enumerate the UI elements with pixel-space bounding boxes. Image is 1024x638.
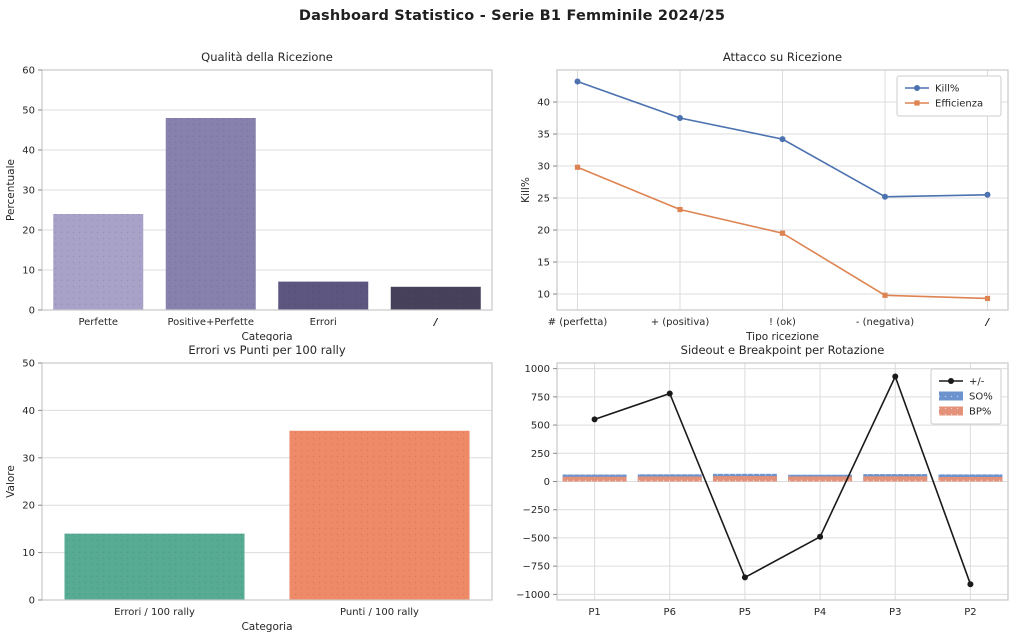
svg-text:−1000: −1000: [516, 590, 550, 601]
svg-text:Attacco su Ricezione: Attacco su Ricezione: [723, 50, 842, 64]
svg-text:Kill%: Kill%: [520, 177, 532, 203]
svg-text:Punti / 100 rally: Punti / 100 rally: [340, 607, 419, 618]
svg-text:30: 30: [537, 162, 550, 173]
svg-text:/: /: [433, 317, 439, 328]
chart-qualita-ricezione: 0 10 20 30 40 50 60 Perfette Positive+Perfette Er…: [0, 45, 512, 343]
svg-text:+ (positiva): + (positiva): [651, 317, 710, 328]
svg-text:Perfette: Perfette: [78, 317, 118, 328]
svg-text:P4: P4: [814, 607, 826, 618]
svg-text:50: 50: [22, 359, 35, 370]
svg-text:Valore: Valore: [5, 465, 17, 498]
svg-text:P1: P1: [588, 607, 600, 618]
svg-text:BP%: BP%: [969, 407, 991, 418]
svg-text:Qualità della Ricezione: Qualità della Ricezione: [201, 50, 333, 64]
svg-text:20: 20: [537, 226, 550, 237]
svg-text:Percentuale: Percentuale: [5, 159, 17, 221]
svg-text:10: 10: [22, 266, 35, 277]
svg-text:10: 10: [537, 290, 550, 301]
legend: Kill% Efficienza: [896, 75, 1002, 117]
svg-text:Efficienza: Efficienza: [935, 99, 983, 110]
svg-text:P6: P6: [664, 607, 676, 618]
svg-text:20: 20: [22, 501, 35, 512]
svg-text:35: 35: [537, 130, 550, 141]
svg-text:15: 15: [537, 258, 550, 269]
svg-text:25: 25: [537, 194, 550, 205]
attacco-su-ricezione-svg: 10 15 20 25 30 35 40 # (perfetta) + (positiva) ! …: [520, 50, 1009, 343]
svg-text:P5: P5: [739, 607, 751, 618]
svg-text:- (negativa): - (negativa): [856, 317, 914, 328]
svg-text:P3: P3: [889, 607, 901, 618]
svg-text:−750: −750: [523, 562, 550, 573]
svg-text:Tipo ricezione: Tipo ricezione: [745, 331, 819, 341]
qualita-ricezione-svg: 0 10 20 30 40 50 60 Perfette Positive+Perfette Er…: [5, 50, 493, 343]
svg-text:0: 0: [29, 596, 35, 607]
svg-text:250: 250: [531, 449, 550, 460]
svg-text:P2: P2: [964, 607, 976, 618]
svg-text:60: 60: [22, 66, 35, 77]
svg-text:Positive+Perfette: Positive+Perfette: [167, 317, 254, 328]
svg-text:/: /: [985, 317, 991, 328]
svg-text:Errori / 100 rally: Errori / 100 rally: [114, 607, 195, 618]
svg-text:0: 0: [29, 306, 35, 317]
svg-text:40: 40: [537, 98, 550, 109]
svg-text:30: 30: [22, 453, 35, 464]
svg-text:10: 10: [22, 548, 35, 559]
svg-text:0: 0: [544, 477, 550, 488]
svg-text:Categoria: Categoria: [241, 331, 292, 341]
svg-text:# (perfetta): # (perfetta): [548, 317, 608, 328]
errori-vs-punti-svg: 0 10 20 30 40 50 Errori / 100 rally Punti / 100…: [5, 343, 493, 633]
svg-text:40: 40: [22, 146, 35, 157]
svg-text:Errori vs Punti per 100 rally: Errori vs Punti per 100 rally: [188, 343, 346, 357]
svg-text:−250: −250: [523, 505, 550, 516]
svg-text:SO%: SO%: [969, 392, 993, 403]
svg-text:1000: 1000: [525, 364, 550, 375]
chart-attacco-su-ricezione: 10 15 20 25 30 35 40 # (perfetta) + (positiva) ! …: [512, 45, 1024, 343]
svg-text:750: 750: [531, 392, 550, 403]
svg-text:−500: −500: [523, 533, 550, 544]
svg-text:Errori: Errori: [310, 317, 337, 328]
svg-text:20: 20: [22, 226, 35, 237]
svg-text:Kill%: Kill%: [935, 84, 959, 95]
svg-text:30: 30: [22, 186, 35, 197]
svg-text:Sideout e Breakpoint per Rotaz: Sideout e Breakpoint per Rotazione: [681, 343, 885, 357]
svg-text:Categoria: Categoria: [241, 621, 292, 633]
chart-sideout-breakpoint: −1000 −750 −500 −250 0 250 500 750 1000 P1 P6 P5 P4 P…: [512, 341, 1024, 638]
svg-text:+/-: +/-: [969, 377, 985, 388]
chart-errori-vs-punti: 0 10 20 30 40 50 Errori / 100 rally Punti / 100…: [0, 341, 512, 638]
svg-text:500: 500: [531, 421, 550, 432]
page-title: Dashboard Statistico - Serie B1 Femminil…: [298, 8, 726, 24]
legend: +/- SO% BP%: [930, 368, 1002, 425]
svg-text:40: 40: [22, 406, 35, 417]
svg-text:50: 50: [22, 106, 35, 117]
svg-text:! (ok): ! (ok): [769, 317, 796, 328]
sideout-breakpoint-svg: −1000 −750 −500 −250 0 250 500 750 1000 P1 P6 P5 P4 P…: [516, 343, 1009, 618]
